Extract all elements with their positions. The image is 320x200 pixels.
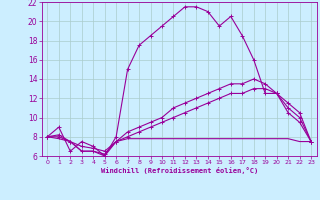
- X-axis label: Windchill (Refroidissement éolien,°C): Windchill (Refroidissement éolien,°C): [100, 167, 258, 174]
